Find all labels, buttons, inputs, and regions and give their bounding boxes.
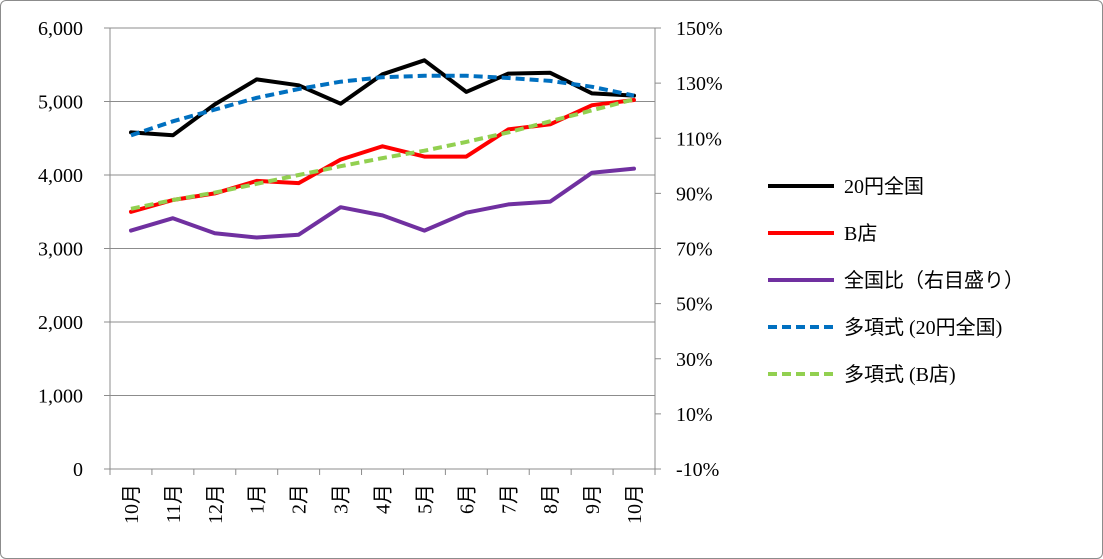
x-tick-label: 8月 bbox=[540, 484, 562, 514]
legend-label: 多項式 (B店) bbox=[844, 363, 956, 386]
y-right-tick-label: 10% bbox=[676, 404, 713, 426]
x-tick-label: 10月 bbox=[624, 484, 646, 524]
x-tick-label: 6月 bbox=[456, 484, 478, 514]
y-left-tick-label: 2,000 bbox=[38, 312, 83, 334]
legend-label: B店 bbox=[844, 222, 877, 245]
x-tick-label: 11月 bbox=[163, 484, 185, 523]
y-right-tick-label: 150% bbox=[676, 18, 723, 40]
x-tick-label: 7月 bbox=[498, 484, 520, 514]
y-right-tick-label: 50% bbox=[676, 294, 713, 316]
legend-label: 多項式 (20円全国) bbox=[844, 316, 1002, 339]
y-left-tick-label: 1,000 bbox=[38, 386, 83, 408]
x-tick-label: 2月 bbox=[289, 484, 311, 514]
x-tick-label: 9月 bbox=[582, 484, 604, 514]
x-tick-label: 3月 bbox=[331, 484, 353, 514]
x-tick-label: 10月 bbox=[121, 484, 143, 524]
series-line-2 bbox=[129, 166, 636, 240]
x-tick-label: 5月 bbox=[414, 484, 436, 514]
series-line-3 bbox=[130, 73, 635, 138]
y-left-tick-label: 5,000 bbox=[38, 92, 83, 114]
y-right-tick-label: 70% bbox=[676, 239, 713, 261]
y-right-tick-label: 30% bbox=[676, 349, 713, 371]
y-right-tick-label: 110% bbox=[676, 128, 722, 150]
x-tick-label: 4月 bbox=[373, 484, 395, 514]
legend-label: 全国比（右目盛り） bbox=[844, 269, 1024, 292]
y-left-tick-label: 3,000 bbox=[38, 239, 83, 261]
series-line-0 bbox=[129, 58, 636, 138]
y-right-tick-label: 90% bbox=[676, 183, 713, 205]
x-tick-label: 12月 bbox=[205, 484, 227, 524]
x-tick-label: 1月 bbox=[247, 484, 269, 514]
series-line-4 bbox=[130, 97, 635, 211]
y-right-tick-label: -10% bbox=[676, 459, 719, 481]
y-right-tick-label: 130% bbox=[676, 73, 723, 95]
y-left-tick-label: 6,000 bbox=[38, 18, 83, 40]
legend-label: 20円全国 bbox=[844, 175, 924, 198]
y-left-tick-label: 0 bbox=[73, 459, 83, 481]
y-left-tick-label: 4,000 bbox=[38, 165, 83, 187]
